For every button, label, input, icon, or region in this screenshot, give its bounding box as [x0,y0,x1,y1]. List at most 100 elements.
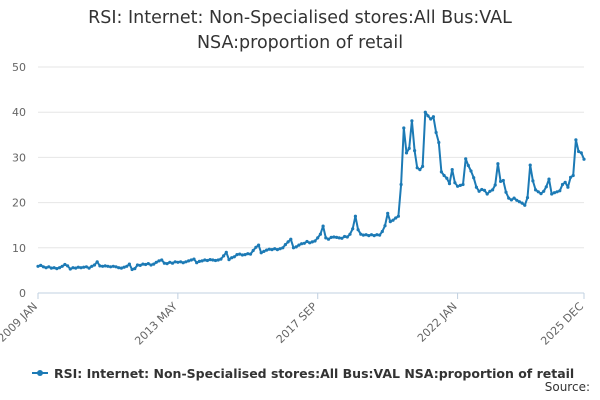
data-point [321,224,325,228]
data-point [66,264,70,268]
data-point [542,189,546,193]
data-point [507,196,511,200]
data-point [318,232,322,236]
data-point [343,234,347,239]
data-point [369,233,374,237]
data-point [442,173,446,178]
legend-line-marker-icon [32,367,48,379]
data-point [523,203,527,207]
data-point [243,253,247,257]
data-point [275,248,279,252]
data-point [92,263,97,267]
data-point [195,261,199,265]
data-point [378,233,382,237]
data-point [413,149,417,153]
data-point [359,232,363,236]
data-point [294,245,298,249]
data-point [149,263,153,267]
data-point [82,265,86,269]
data-point [383,224,387,228]
data-point [391,218,395,222]
data-point [297,243,301,247]
data-point [423,110,427,114]
data-point [426,114,430,118]
data-point [240,253,244,257]
data-point [57,266,62,270]
data-point [525,196,530,200]
data-point [316,236,320,240]
data-point [499,179,503,183]
data-point [248,252,253,256]
data-point [170,261,175,265]
data-point [547,177,551,181]
legend[interactable]: RSI: Internet: Non-Specialised stores:Al… [32,364,574,382]
source-credit[interactable]: Source: [544,380,590,394]
data-point [450,168,454,172]
data-point [192,257,196,261]
data-point [429,117,433,121]
data-point [332,235,336,239]
data-point [394,216,398,220]
data-point [410,119,414,123]
data-point [560,182,565,187]
y-tick-label: 40 [12,106,26,119]
data-point [219,257,223,261]
data-point [74,266,78,270]
data-point [36,264,40,268]
data-point [154,260,158,264]
data-point [122,265,126,269]
data-point [356,228,360,232]
data-point [52,266,56,270]
data-point [536,190,540,194]
data-point [208,258,212,262]
data-point [579,151,583,155]
data-point [496,162,500,166]
data-point [404,151,409,155]
data-point [68,267,72,271]
data-point [491,188,495,192]
data-point [418,168,422,172]
data-point [337,236,341,240]
data-point [517,200,522,204]
data-point [434,130,438,135]
y-tick-label: 20 [12,197,26,210]
data-point [39,263,43,267]
data-point [388,220,392,224]
data-point [472,176,476,180]
data-point [238,252,242,256]
data-point [437,140,441,145]
data-point [302,241,306,245]
data-point [509,198,513,202]
y-tick-label: 50 [12,61,26,74]
data-point [222,254,226,258]
data-point [232,255,236,259]
data-point [283,243,287,247]
data-point [179,260,183,264]
data-point [485,192,489,196]
data-point [224,250,228,254]
data-point [95,260,99,264]
data-point [259,251,263,255]
data-point [466,163,470,168]
x-tick-label: 2013 MAY [132,300,180,348]
data-point [345,235,349,239]
data-point [335,235,339,239]
data-point [531,179,535,183]
series-layer [36,110,586,272]
data-point [447,182,452,186]
data-point [512,196,516,200]
data-point [135,263,140,267]
data-point [488,189,492,193]
data-point [119,266,123,270]
data-point [106,264,110,268]
data-point [181,261,185,265]
data-point [203,258,207,262]
data-point [90,264,94,268]
data-point [189,258,193,262]
data-point [235,253,239,257]
data-point [520,201,524,205]
data-point [372,234,376,238]
x-tick-label: 2009 JAN [0,300,40,345]
data-point [173,260,177,264]
data-point [375,233,379,237]
